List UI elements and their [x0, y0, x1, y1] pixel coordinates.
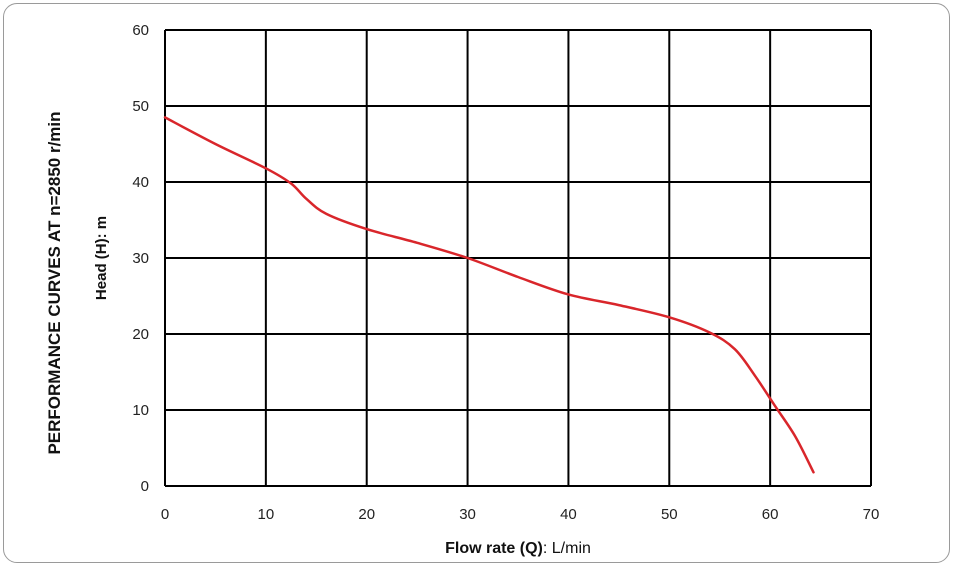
x-tick-label: 70 [863, 506, 880, 523]
y-tick-label: 40 [132, 174, 149, 191]
y-tick-label: 50 [132, 98, 149, 115]
x-tick-label: 30 [459, 506, 476, 523]
x-tick-label: 40 [560, 506, 577, 523]
x-tick-label: 0 [161, 506, 169, 523]
grid [164, 29, 872, 487]
y-tick-label: 60 [132, 22, 149, 39]
x-axis-ticks: 0 10 20 30 40 50 60 70 [161, 506, 880, 523]
x-axis-label-main: Flow rate (Q) [445, 540, 543, 557]
y-tick-label: 20 [132, 326, 149, 343]
side-title: PERFORMANCE CURVES AT n=2850 r/min [45, 111, 64, 454]
x-tick-label: 20 [358, 506, 375, 523]
x-tick-label: 60 [762, 506, 779, 523]
x-tick-label: 50 [661, 506, 678, 523]
y-tick-label: 0 [141, 478, 149, 495]
x-axis-label: Flow rate (Q): L/min [445, 540, 591, 557]
x-axis-label-unit: : L/min [543, 540, 591, 557]
chart-frame [3, 3, 950, 563]
y-axis-ticks: 0 10 20 30 40 50 60 [132, 22, 149, 495]
y-tick-label: 30 [132, 250, 149, 267]
y-axis-label: Head (H): m [93, 216, 110, 300]
head-flow-curve [163, 116, 815, 474]
x-tick-label: 10 [258, 506, 275, 523]
series-layer [163, 116, 815, 474]
y-tick-label: 10 [132, 402, 149, 419]
